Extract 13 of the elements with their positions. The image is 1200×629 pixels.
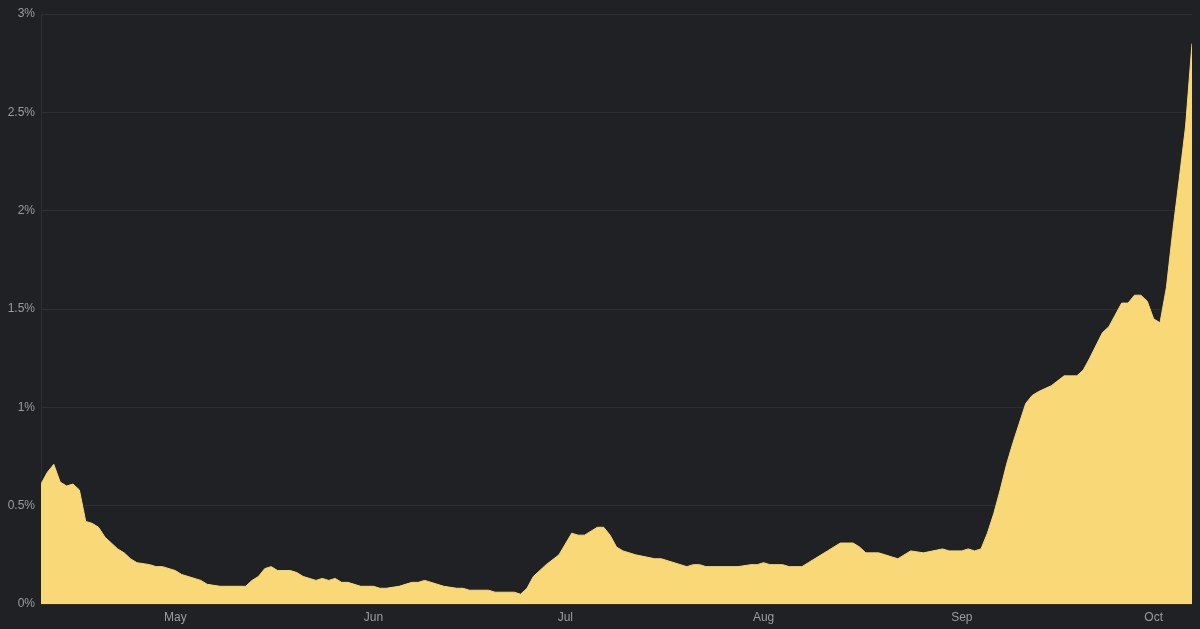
- x-tick-label: Jul: [557, 609, 574, 624]
- y-tick-label: 0.5%: [7, 497, 36, 512]
- x-tick-label: Oct: [1144, 609, 1164, 624]
- x-tick-label: May: [163, 609, 187, 624]
- y-tick-label: 2%: [17, 202, 36, 217]
- y-tick-label: 0%: [17, 596, 36, 611]
- x-tick-label: Jun: [363, 609, 384, 624]
- y-tick-label: 1.5%: [7, 301, 36, 316]
- y-tick-label: 2.5%: [7, 104, 36, 119]
- x-tick-label: Sep: [951, 609, 973, 624]
- x-tick-label: Aug: [752, 609, 775, 624]
- y-tick-label: 3%: [17, 6, 36, 21]
- y-tick-label: 1%: [17, 399, 36, 414]
